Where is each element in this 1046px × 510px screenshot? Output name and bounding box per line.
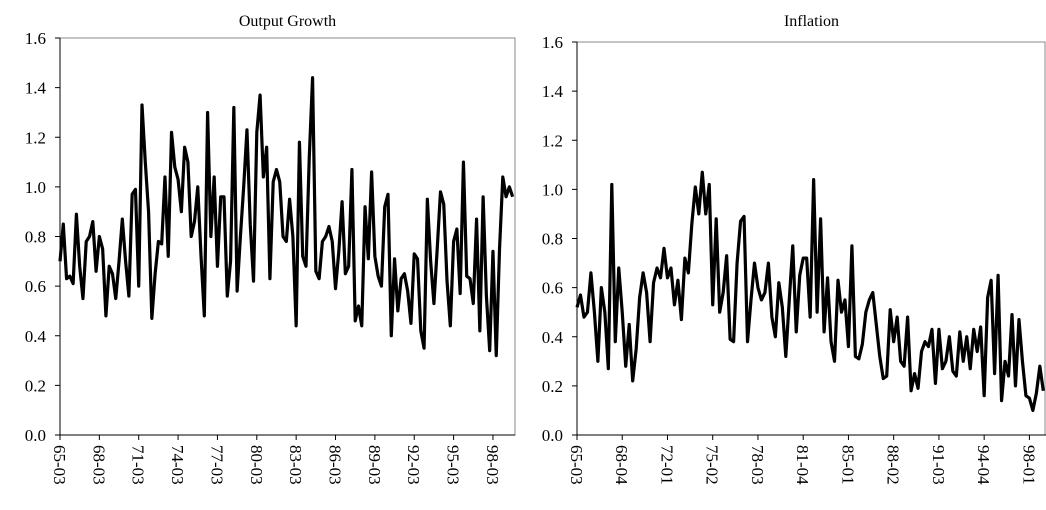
y-tick-label: 1.4 [542, 82, 564, 101]
x-tick-label: 85-01 [838, 445, 857, 485]
y-tick-label: 1.6 [25, 29, 46, 48]
x-tick-label: 75-02 [703, 445, 722, 485]
x-tick-label: 65-03 [567, 445, 586, 485]
x-tick-label: 78-03 [748, 445, 767, 485]
y-tick-label: 0.4 [25, 327, 47, 346]
x-tick-label: 80-03 [247, 445, 266, 485]
data-line [58, 76, 515, 358]
x-tick-label: 72-01 [657, 445, 676, 485]
x-tick-label: 98-01 [1019, 445, 1038, 485]
y-tick-label: 0.4 [542, 328, 564, 347]
y-tick-label: 0.6 [542, 279, 563, 298]
x-tick-label: 94-04 [974, 445, 993, 485]
x-tick-label: 95-03 [444, 445, 463, 485]
x-tick-label: 89-03 [365, 445, 384, 485]
y-tick-label: 0.8 [542, 230, 563, 249]
chart-title: Output Growth [239, 13, 336, 30]
y-tick-label: 0.0 [25, 426, 46, 445]
chart-title: Inflation [784, 13, 839, 30]
x-tick-label: 86-03 [326, 445, 345, 485]
data-line [575, 170, 1045, 413]
x-tick-label: 92-03 [404, 445, 423, 485]
y-tick-label: 1.0 [542, 180, 563, 199]
y-tick-label: 0.6 [25, 277, 46, 296]
y-tick-label: 0.2 [25, 376, 46, 395]
x-tick-label: 98-03 [483, 445, 502, 485]
x-tick-label: 83-03 [286, 445, 305, 485]
y-tick-label: 1.2 [542, 131, 563, 150]
x-tick-label: 88-02 [884, 445, 903, 485]
y-tick-label: 0.0 [542, 426, 563, 445]
x-tick-label: 74-03 [168, 445, 187, 485]
y-tick-label: 0.8 [25, 228, 46, 247]
x-tick-label: 65-03 [50, 445, 69, 485]
x-tick-label: 68-03 [89, 445, 108, 485]
x-tick-label: 68-04 [612, 445, 631, 485]
x-tick-label: 81-04 [793, 445, 812, 485]
y-tick-label: 1.2 [25, 128, 46, 147]
y-tick-label: 0.2 [542, 377, 563, 396]
y-tick-label: 1.4 [25, 79, 47, 98]
x-tick-label: 91-03 [929, 445, 948, 485]
x-tick-label: 77-03 [207, 445, 226, 485]
y-tick-label: 1.0 [25, 178, 46, 197]
x-tick-label: 71-03 [129, 445, 148, 485]
y-tick-label: 1.6 [542, 33, 563, 52]
